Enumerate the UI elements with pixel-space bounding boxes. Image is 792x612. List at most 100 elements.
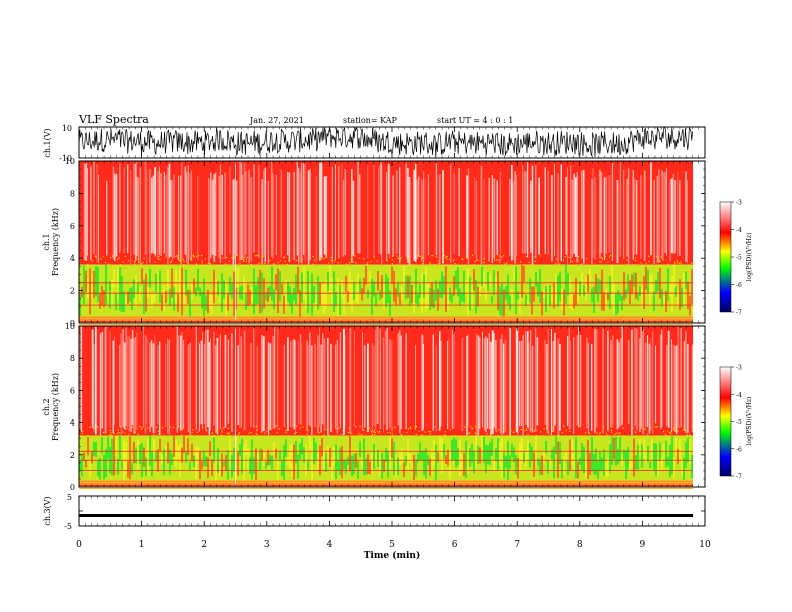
spec-speckle [308,255,310,257]
spec-streak [547,326,549,435]
spec-texture [173,286,175,311]
spec-texture [139,444,141,465]
spec-streak [635,180,638,255]
spec-speckle [536,429,538,432]
spec-speckle [414,428,416,430]
spec-texture [505,455,507,468]
spec-speckle [608,256,611,258]
spec-speckle [350,258,352,260]
spec-streak [511,165,513,261]
ch1-colorbar-label: log(PSD)(V²/Hz) [746,233,753,282]
spec-speckle [644,428,646,430]
spec-texture [365,266,367,285]
spec-texture [199,287,201,297]
spec-texture [433,289,435,308]
spec-speckle [326,429,328,431]
spec-streak [599,169,601,259]
spec-speckle [665,435,667,437]
spec-texture [381,275,383,298]
spec-streak [280,169,283,258]
spec-speckle [674,428,676,430]
spec-texture [101,437,103,454]
spec-texture [399,293,401,306]
spec-texture [585,458,587,478]
spec-speckle [453,258,455,260]
spec-texture [479,447,481,464]
spec-texture [381,452,383,479]
spec-speckle [323,258,325,260]
spec-streak [229,166,231,254]
spec-streak [578,327,580,428]
spec-texture [151,452,153,477]
spec-speckle [676,262,678,264]
x-tick-label: 3 [264,540,270,550]
spec-speckle [154,255,156,257]
spec-streak [263,336,265,431]
spec-streak [167,338,168,434]
spec-streak [418,176,420,258]
spec-speckle [419,255,421,257]
spec-streak [256,346,258,431]
spec-texture [663,295,665,307]
spec-texture [83,265,85,305]
spec-streak [415,163,417,262]
spec-speckle [663,431,665,433]
spec-texture [269,454,271,465]
spec-texture [653,443,655,470]
spec-texture [229,437,231,468]
spec-texture [431,448,433,476]
spec-texture [511,443,513,458]
spec-texture [569,275,571,309]
spec-streak [373,165,375,256]
spec-texture [623,272,625,301]
spec-speckle [396,255,398,257]
spec-speckle [295,431,297,433]
spec-texture [329,265,331,292]
spec-streak [309,332,311,427]
spec-texture [191,282,193,300]
spec-speckle [133,430,135,432]
spec-speckle [172,426,175,428]
y-tick-label: 2 [70,451,75,460]
spec-texture [545,441,547,454]
spec-streak [327,338,329,435]
spec-streak [509,327,511,435]
spec-texture [301,272,303,303]
spec-speckle [674,261,676,263]
spec-speckle [446,255,448,258]
spec-texture [319,282,321,305]
spec-speckle [531,428,533,430]
spec-texture [325,452,327,472]
spec-texture [571,439,573,465]
spec-texture [97,266,99,303]
spec-texture [627,446,629,470]
spec-speckle [120,425,122,428]
spec-texture [187,438,189,456]
spec-speckle [657,261,659,263]
spec-texture [195,287,197,297]
spec-streak [650,338,652,431]
spec-texture [325,279,327,310]
spec-streak [152,175,154,254]
spec-streak [152,343,155,433]
spec-speckle [190,259,192,261]
spec-texture [85,460,87,468]
spec-streak [610,339,612,428]
spec-texture [345,459,347,474]
spec-speckle [228,432,230,434]
spec-speckle [506,435,508,437]
spec-texture [131,287,133,310]
spec-texture [669,444,671,478]
spec-streak [439,331,441,431]
spec-streak [290,341,292,428]
spec-texture [491,295,493,304]
spec-texture [425,447,427,479]
spec-streak [301,163,303,264]
spec-streak [85,163,88,261]
spec-speckle [182,258,184,261]
spec-speckle [370,431,372,433]
y-tick-label: 4 [70,254,75,263]
spec-speckle [176,255,179,257]
spec-texture [549,457,551,470]
